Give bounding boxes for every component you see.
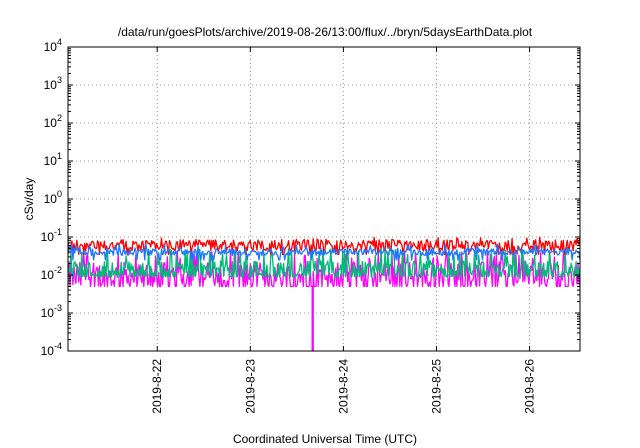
y-tick-label: 100 [44, 189, 62, 206]
y-tick-label: 102 [44, 113, 62, 130]
chart-title: /data/run/goesPlots/archive/2019-08-26/1… [118, 25, 533, 39]
x-tick-label: 2019-8-25 [429, 359, 443, 414]
y-tick-label: 10-2 [41, 265, 62, 282]
series-group [67, 236, 581, 352]
y-tick-label: 103 [44, 75, 62, 92]
y-tick-label: 101 [44, 151, 62, 168]
y-axis-label: cSv/day [22, 178, 36, 221]
x-axis-ticks: 2019-8-22 2019-8-23 2019-8-24 2019-8-25 2019… [150, 47, 537, 414]
series-line [67, 247, 581, 278]
series-line [67, 243, 581, 261]
y-tick-label: 104 [44, 37, 62, 54]
x-tick-label: 2019-8-26 [523, 359, 537, 414]
x-tick-label: 2019-8-23 [243, 359, 257, 414]
y-axis-ticks: 10-4 10-3 10-2 10-1 100 101 102 103 104 [41, 37, 580, 358]
x-tick-label: 2019-8-24 [336, 359, 350, 414]
x-tick-label: 2019-8-22 [150, 359, 164, 414]
y-tick-label: 10-1 [41, 227, 62, 244]
x-axis-label: Coordinated Universal Time (UTC) [233, 432, 417, 446]
y-tick-label: 10-4 [41, 341, 62, 358]
y-tick-label: 10-3 [41, 303, 62, 320]
gridlines [68, 47, 580, 351]
